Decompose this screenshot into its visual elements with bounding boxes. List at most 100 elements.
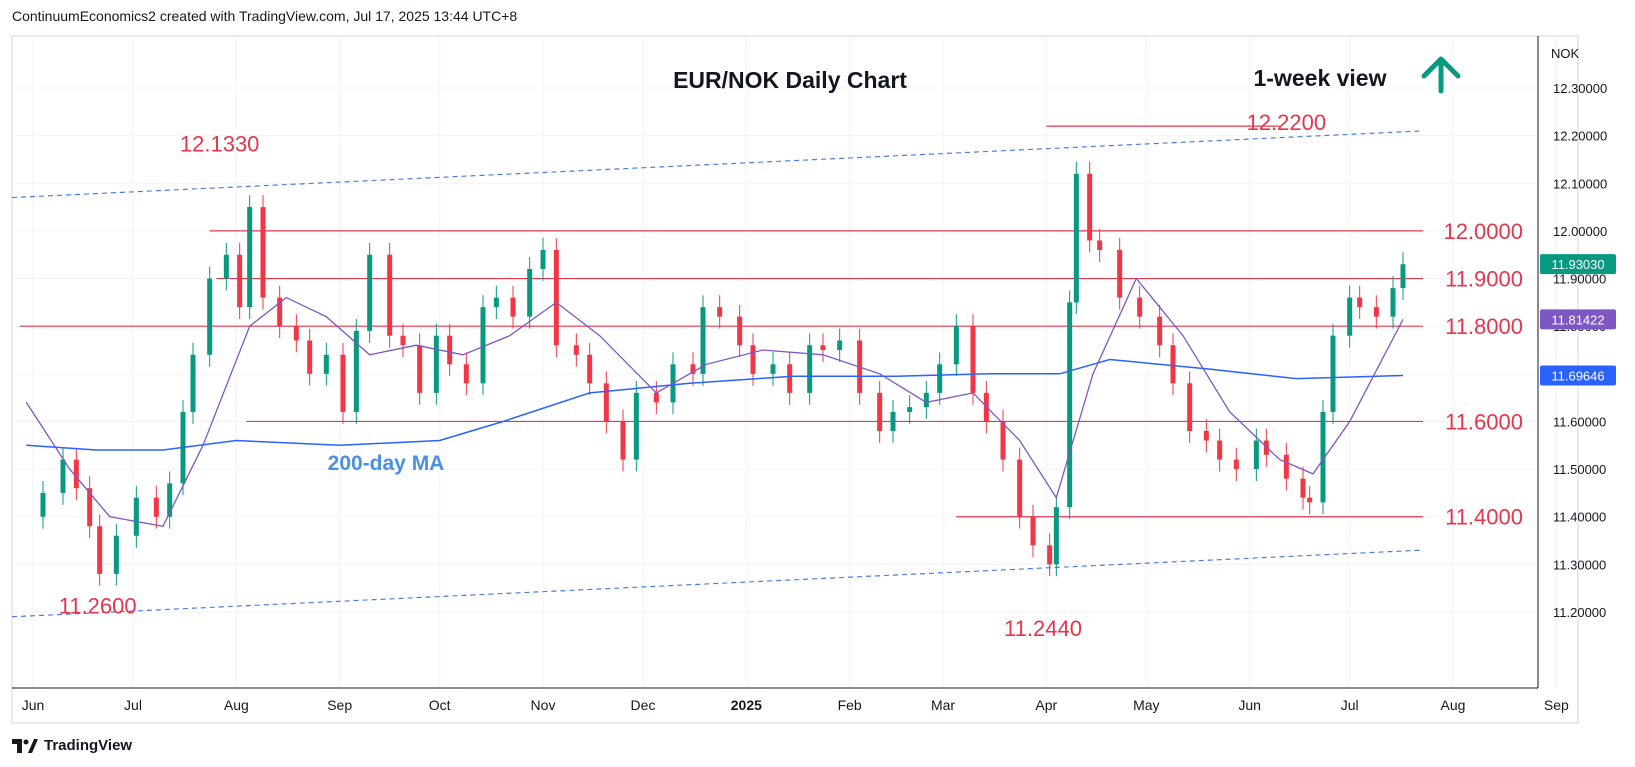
y-tick-label: 11.90000	[1553, 272, 1606, 287]
x-tick-label: Oct	[429, 697, 451, 713]
candle-body	[690, 364, 696, 374]
candle-body	[153, 497, 159, 517]
candle-body	[1217, 440, 1223, 460]
candle-body	[937, 364, 943, 393]
candle-body	[323, 354, 329, 374]
candle-body	[40, 492, 46, 517]
candle-body	[1253, 440, 1259, 470]
candle-body	[387, 254, 393, 336]
price-badges: 11.93030 11.81422 11.69646	[1540, 254, 1616, 386]
currency-label: NOK	[1551, 46, 1580, 61]
candle-body	[237, 254, 243, 308]
candle-body	[223, 254, 229, 279]
candle-body	[907, 407, 913, 412]
view-label: 1-week view	[1254, 65, 1387, 91]
y-tick-label: 11.20000	[1553, 605, 1606, 620]
x-tick-label: Nov	[531, 697, 556, 713]
candle-body	[510, 297, 516, 317]
candle-body	[417, 345, 423, 393]
level-label: 11.8000	[1445, 314, 1523, 339]
candle-body	[970, 326, 976, 393]
ma200-line	[26, 358, 1404, 451]
price-badge-label: 11.69646	[1551, 369, 1604, 384]
candle-body	[190, 354, 196, 412]
candle-body	[480, 307, 486, 384]
x-tick-label: Jul	[1341, 697, 1359, 713]
level-label: 11.6000	[1445, 409, 1523, 434]
candle-body	[750, 345, 756, 374]
footer-brand: TradingView	[12, 737, 132, 754]
candle-body	[820, 345, 826, 350]
candle-body	[367, 254, 373, 331]
y-tick-label: 12.30000	[1553, 81, 1607, 96]
candle-body	[1017, 459, 1023, 517]
chart-attribution: ContinuumEconomics2 created with Trading…	[12, 8, 518, 24]
candle-body	[527, 269, 533, 317]
candlestick-series	[40, 161, 1406, 586]
candle-body	[1053, 507, 1059, 565]
candle-body	[133, 497, 139, 536]
lower-channel-line	[11, 549, 1424, 618]
candle-body	[353, 330, 359, 412]
candle-body	[1320, 411, 1326, 503]
candle-body	[633, 392, 639, 460]
x-tick-label: Jun	[1238, 697, 1261, 713]
x-tick-label: Jun	[22, 697, 45, 713]
candle-body	[787, 364, 793, 393]
level-label: 11.4000	[1445, 505, 1523, 530]
y-tick-label: 11.30000	[1553, 557, 1606, 572]
candle-body	[1047, 545, 1053, 565]
candle-body	[1117, 249, 1123, 298]
level-label: 12.0000	[1443, 219, 1523, 244]
candle-body	[247, 207, 253, 308]
peak-label: 12.1330	[180, 132, 260, 157]
candle-body	[1283, 454, 1289, 479]
price-axis: 12.30000 12.20000 12.10000 12.00000 11.90000…	[1553, 81, 1607, 620]
price-badge	[1540, 309, 1616, 330]
candle-body	[277, 297, 283, 327]
upper-channel-line	[11, 130, 1424, 199]
candle-body	[573, 345, 579, 355]
resistance-support-lines	[19, 125, 1423, 518]
candle-body	[717, 307, 723, 317]
candle-body	[807, 345, 813, 393]
ma-short-line	[25, 277, 1404, 528]
candle-body	[1330, 335, 1336, 412]
peak-label: 11.2440	[1004, 616, 1082, 641]
candle-body	[447, 335, 453, 365]
candle-body	[587, 354, 593, 384]
x-tick-label: Feb	[838, 697, 862, 713]
candle-body	[307, 340, 313, 374]
price-badge	[1540, 254, 1616, 275]
x-tick-label: Dec	[631, 697, 656, 713]
candle-body	[400, 335, 406, 346]
x-tick-label: Jul	[124, 697, 142, 713]
x-tick-label: May	[1133, 697, 1159, 713]
moving-averages	[25, 277, 1404, 528]
candle-body	[1357, 297, 1363, 308]
candle-body	[837, 340, 843, 350]
candle-body	[433, 335, 439, 393]
y-tick-label: 11.60000	[1553, 414, 1606, 429]
candle-body	[653, 392, 659, 403]
candle-body	[1030, 516, 1036, 546]
tradingview-brand-text: TradingView	[44, 737, 133, 754]
candle-body	[1000, 421, 1006, 460]
x-tick-label: Aug	[224, 697, 249, 713]
x-tick-label: Sep	[327, 697, 352, 713]
channel-lines	[11, 130, 1424, 618]
candle-body	[1137, 297, 1143, 317]
candle-body	[1347, 297, 1353, 336]
candle-body	[1233, 459, 1239, 470]
y-tick-label: 11.40000	[1553, 510, 1606, 525]
time-axis: Jun Jul Aug Sep Oct Nov Dec 2025 Feb Mar Apr May Jun…	[22, 697, 1569, 713]
candle-body	[1067, 302, 1073, 508]
candle-body	[620, 421, 626, 460]
candle-body	[603, 383, 609, 422]
candle-body	[700, 307, 706, 374]
candle-body	[60, 459, 66, 493]
tradingview-logo-icon	[12, 738, 38, 753]
candle-body	[1097, 240, 1103, 250]
candle-body	[293, 326, 299, 341]
candle-body	[890, 411, 896, 431]
